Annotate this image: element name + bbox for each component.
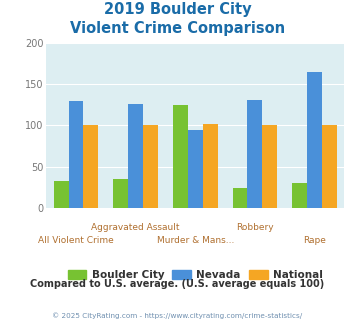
- Bar: [188, 129, 203, 208]
- Bar: [307, 72, 322, 208]
- Bar: [247, 100, 262, 208]
- Text: Robbery: Robbery: [236, 223, 274, 232]
- Text: Compared to U.S. average. (U.S. average equals 100): Compared to U.S. average. (U.S. average …: [31, 279, 324, 289]
- Text: Rape: Rape: [303, 236, 326, 245]
- Text: Murder & Mans...: Murder & Mans...: [157, 236, 234, 245]
- Text: Aggravated Assault: Aggravated Assault: [91, 223, 180, 232]
- Bar: [69, 101, 83, 208]
- Bar: [128, 104, 143, 208]
- Text: © 2025 CityRating.com - https://www.cityrating.com/crime-statistics/: © 2025 CityRating.com - https://www.city…: [53, 312, 302, 318]
- Bar: [292, 183, 307, 208]
- Bar: [262, 124, 277, 208]
- Bar: [83, 124, 98, 208]
- Bar: [54, 181, 69, 208]
- Bar: [322, 124, 337, 208]
- Bar: [113, 179, 128, 208]
- Bar: [233, 188, 247, 208]
- Text: Violent Crime Comparison: Violent Crime Comparison: [70, 21, 285, 36]
- Bar: [203, 124, 218, 208]
- Legend: Boulder City, Nevada, National: Boulder City, Nevada, National: [64, 266, 327, 284]
- Bar: [143, 124, 158, 208]
- Text: All Violent Crime: All Violent Crime: [38, 236, 114, 245]
- Text: 2019 Boulder City: 2019 Boulder City: [104, 2, 251, 16]
- Bar: [173, 105, 188, 208]
